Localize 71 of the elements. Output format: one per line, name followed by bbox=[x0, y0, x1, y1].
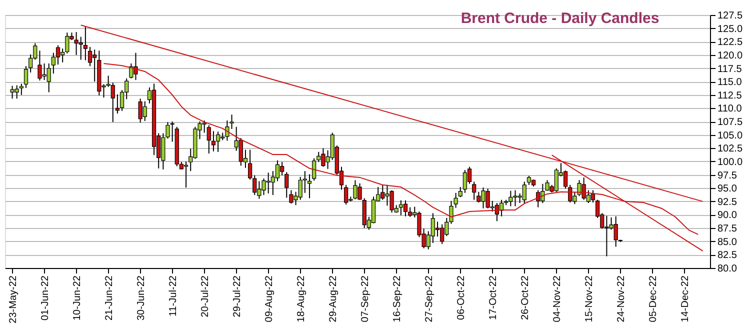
x-tick-label: 30-Jun-22 bbox=[136, 275, 147, 321]
candlestick bbox=[454, 192, 458, 208]
y-tick-label: 80.0 bbox=[718, 264, 738, 274]
x-tick-label: 09-Aug-22 bbox=[264, 275, 275, 322]
candlestick bbox=[307, 174, 312, 199]
y-tick-label: 120.0 bbox=[718, 50, 743, 62]
candlestick bbox=[472, 181, 476, 200]
candlestick bbox=[56, 44, 60, 66]
candlestick bbox=[563, 170, 568, 190]
candlestick bbox=[449, 200, 454, 224]
candlestick bbox=[216, 131, 220, 152]
candlestick bbox=[435, 221, 440, 238]
y-tick-label: 85.0 bbox=[718, 236, 738, 248]
x-tick-label: 05-Dec-22 bbox=[648, 275, 659, 322]
y-tick-label: 90.0 bbox=[718, 210, 738, 222]
x-tick-label: 07-Sep-22 bbox=[360, 275, 371, 322]
y-tick-label: 125.0 bbox=[718, 24, 743, 35]
y-tick-label: 100.0 bbox=[718, 156, 743, 168]
candlestick bbox=[170, 121, 174, 142]
x-tick-label: 27-Sep-22 bbox=[424, 275, 435, 322]
candlestick bbox=[211, 130, 216, 152]
candlestick bbox=[88, 46, 92, 67]
y-tick-label: 102.5 bbox=[718, 144, 743, 155]
x-tick-label: 23-May-22 bbox=[8, 275, 19, 324]
candlestick bbox=[184, 160, 188, 188]
candlestick bbox=[403, 200, 408, 217]
candlestick bbox=[284, 172, 289, 198]
x-tick-label: 18-Aug-22 bbox=[296, 275, 307, 322]
y-tick-label: 117.5 bbox=[718, 64, 742, 75]
x-tick-label: 16-Sep-22 bbox=[392, 275, 403, 322]
y-tick-label: 97.5 bbox=[718, 170, 738, 182]
candlestick bbox=[590, 190, 596, 203]
candlestick bbox=[312, 158, 316, 182]
x-tick-label: 14-Dec-22 bbox=[680, 275, 691, 322]
y-tick-label: 110.0 bbox=[718, 104, 742, 115]
candlestick bbox=[458, 186, 462, 198]
candlestick bbox=[499, 199, 504, 217]
x-tick-label: 04-Nov-22 bbox=[552, 275, 563, 322]
candlestick bbox=[526, 175, 532, 186]
candlestick bbox=[371, 196, 376, 224]
chart-title: Brent Crude - Daily Candles bbox=[460, 10, 660, 27]
candlestick bbox=[302, 170, 307, 194]
candlestick bbox=[115, 94, 120, 114]
y-tick-label: 82.5 bbox=[718, 250, 738, 262]
y-tick-label: 115.0 bbox=[718, 77, 742, 88]
candlestick bbox=[344, 184, 348, 206]
candlestick bbox=[275, 160, 280, 182]
x-tick-label: 11-Jul-22 bbox=[168, 275, 179, 316]
x-tick-label: 21-Jun-22 bbox=[104, 275, 115, 321]
x-tick-label: 24-Nov-22 bbox=[616, 275, 627, 322]
x-tick-label: 01-Jun-22 bbox=[40, 275, 51, 321]
x-tick-label: 20-Jul-22 bbox=[200, 275, 211, 318]
y-tick-label: 87.5 bbox=[718, 224, 738, 235]
x-tick-label: 29-Jul-22 bbox=[232, 275, 243, 318]
y-tick-label: 92.5 bbox=[718, 196, 738, 208]
y-tick-label: 127.5 bbox=[718, 10, 743, 22]
x-tick-label: 26-Oct-22 bbox=[520, 275, 531, 320]
x-tick-label: 10-Jun-22 bbox=[72, 275, 83, 321]
candlestick bbox=[24, 66, 28, 88]
y-tick-label: 112.5 bbox=[718, 90, 742, 102]
x-tick-label: 06-Oct-22 bbox=[456, 275, 467, 320]
candlestick bbox=[206, 124, 211, 154]
x-tick-label: 15-Nov-22 bbox=[584, 275, 595, 322]
y-tick-label: 122.5 bbox=[718, 37, 743, 48]
x-tick-label: 29-Aug-22 bbox=[328, 275, 339, 322]
candlestick bbox=[230, 114, 234, 130]
y-tick-label: 107.5 bbox=[718, 117, 743, 128]
y-tick-label: 105.0 bbox=[718, 130, 743, 142]
candlestick bbox=[19, 83, 24, 96]
y-tick-label: 95.0 bbox=[718, 184, 738, 195]
x-tick-label: 17-Oct-22 bbox=[488, 275, 499, 320]
